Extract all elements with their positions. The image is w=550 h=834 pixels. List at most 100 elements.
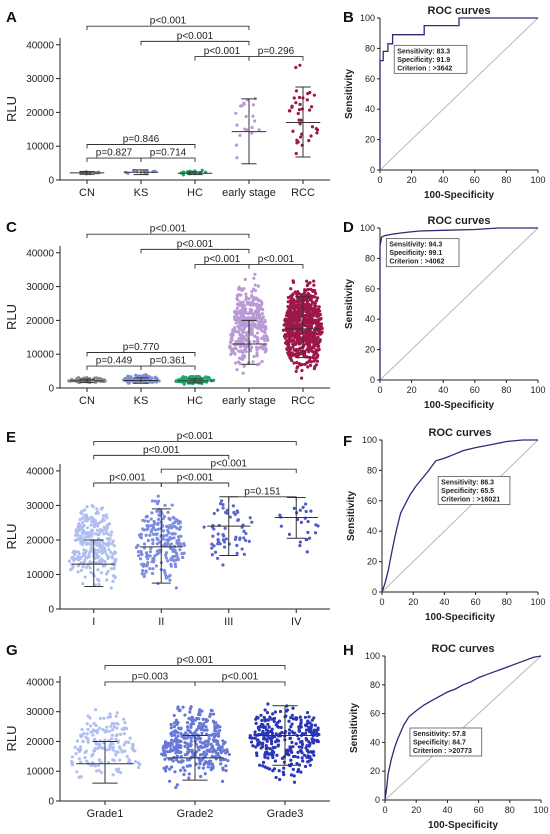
data-point (118, 758, 122, 762)
data-point (307, 759, 311, 763)
data-point (93, 583, 97, 587)
x-tick-label: 60 (474, 805, 484, 815)
data-point (115, 711, 119, 715)
data-point (203, 743, 207, 747)
y-tick-label: 0 (375, 795, 380, 805)
significance-bracket (248, 56, 304, 61)
data-point (227, 752, 231, 757)
data-point (166, 559, 170, 563)
data-point (303, 715, 308, 719)
data-point (103, 548, 107, 552)
p-value-label: p<0.001 (204, 46, 241, 57)
p-value-label: p=0.846 (123, 134, 160, 145)
data-point (306, 519, 310, 524)
data-point (216, 532, 220, 536)
roc-panel-h: ROC curves 00 20 20 40 40 60 60 80 80 100 100 100-Sp… (349, 643, 549, 831)
data-point (207, 733, 211, 738)
data-point (239, 324, 244, 328)
data-point (173, 738, 177, 742)
data-point (297, 725, 301, 729)
data-point (185, 750, 190, 754)
data-point (185, 736, 189, 740)
data-point (109, 724, 113, 728)
data-point (294, 325, 298, 329)
data-point (80, 525, 85, 529)
data-point (237, 330, 241, 334)
data-point (119, 747, 123, 751)
data-point (181, 766, 185, 770)
y-tick-label: 20 (367, 557, 377, 567)
data-point (103, 728, 108, 733)
data-point (294, 310, 298, 315)
x-tick-label: 80 (505, 805, 515, 815)
data-point (258, 740, 262, 745)
data-point (170, 547, 174, 551)
data-point (288, 736, 292, 740)
data-point (188, 707, 192, 711)
data-point (300, 756, 304, 760)
data-point (312, 93, 316, 97)
data-point (292, 780, 297, 784)
data-point (87, 535, 91, 539)
significance-bracket (140, 365, 196, 371)
data-point (176, 705, 180, 709)
significance-bracket (248, 264, 304, 269)
data-point (187, 758, 192, 762)
data-point (156, 499, 161, 503)
x-tick-label: 80 (502, 597, 512, 607)
data-point (308, 90, 312, 95)
data-point (285, 339, 289, 343)
data-point (234, 309, 238, 313)
data-point (269, 739, 273, 743)
data-point (94, 542, 98, 547)
panel-label-e: E (6, 429, 16, 446)
data-point (169, 731, 173, 736)
data-point (296, 111, 300, 116)
data-point (249, 347, 253, 351)
data-point (95, 746, 100, 750)
data-point (251, 744, 255, 748)
data-point (83, 755, 87, 760)
y-tick-label: 100 (362, 435, 377, 445)
data-point (291, 754, 296, 759)
data-point (126, 374, 130, 379)
data-point (229, 352, 233, 356)
data-point (79, 561, 83, 565)
data-point (108, 715, 112, 719)
y-tick-label: 0 (370, 165, 375, 175)
data-point (253, 730, 257, 734)
data-point (181, 555, 185, 560)
stats-line: Specificity: 84.7 (413, 740, 466, 747)
data-point (257, 128, 261, 132)
data-point (277, 719, 282, 723)
data-point (79, 568, 84, 573)
data-point (307, 743, 312, 747)
data-point (295, 761, 299, 766)
data-point (297, 763, 302, 767)
data-point (83, 575, 87, 579)
data-point (317, 318, 321, 322)
data-point (179, 732, 183, 736)
data-point (255, 715, 259, 719)
stats-line: Criterion : >16021 (441, 496, 500, 503)
data-point (215, 556, 220, 560)
data-point (144, 515, 148, 519)
data-point (294, 151, 298, 156)
data-point (112, 725, 117, 729)
data-point (242, 536, 246, 540)
data-point (234, 535, 238, 539)
data-point (198, 721, 203, 726)
data-point (235, 368, 239, 372)
data-point (183, 768, 187, 773)
data-point (75, 739, 80, 743)
data-point (292, 774, 296, 778)
data-point (163, 753, 168, 757)
data-point (235, 306, 240, 310)
data-point (244, 538, 248, 543)
data-point (259, 746, 263, 750)
roc-title: ROC curves (428, 5, 491, 17)
data-point (210, 762, 215, 766)
data-point (135, 374, 139, 378)
stats-line: Criterion : >4062 (389, 259, 444, 266)
data-point (295, 141, 299, 145)
